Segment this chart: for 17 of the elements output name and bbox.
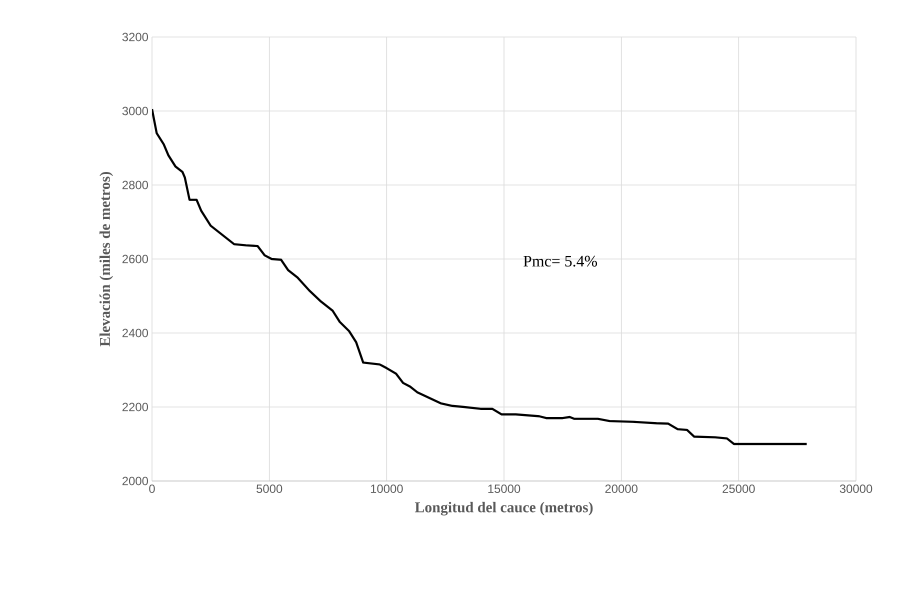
y-tick-label: 3000 <box>122 106 148 116</box>
y-tick-label: 3200 <box>122 32 148 42</box>
y-tick-label: 2200 <box>122 402 148 412</box>
x-tick-label: 15000 <box>488 484 520 493</box>
annotation: Pmc= 5.4% <box>524 256 598 267</box>
y-axis-title: Elevación (miles de metros) <box>99 172 114 346</box>
x-tick-label: 10000 <box>370 484 403 493</box>
y-tick-label: 2600 <box>122 254 148 264</box>
y-tick-label: 2000 <box>122 476 148 486</box>
y-tick-label: 2400 <box>122 328 148 338</box>
x-tick-label: 25000 <box>722 484 755 493</box>
x-tick-label: 5000 <box>256 484 282 493</box>
x-tick-label: 30000 <box>840 484 872 493</box>
x-axis-title: Longitud del cauce (metros) <box>414 502 593 516</box>
y-tick-label: 2800 <box>122 180 148 190</box>
x-tick-label: 20000 <box>605 484 638 493</box>
x-tick-label: 0 <box>149 484 155 493</box>
